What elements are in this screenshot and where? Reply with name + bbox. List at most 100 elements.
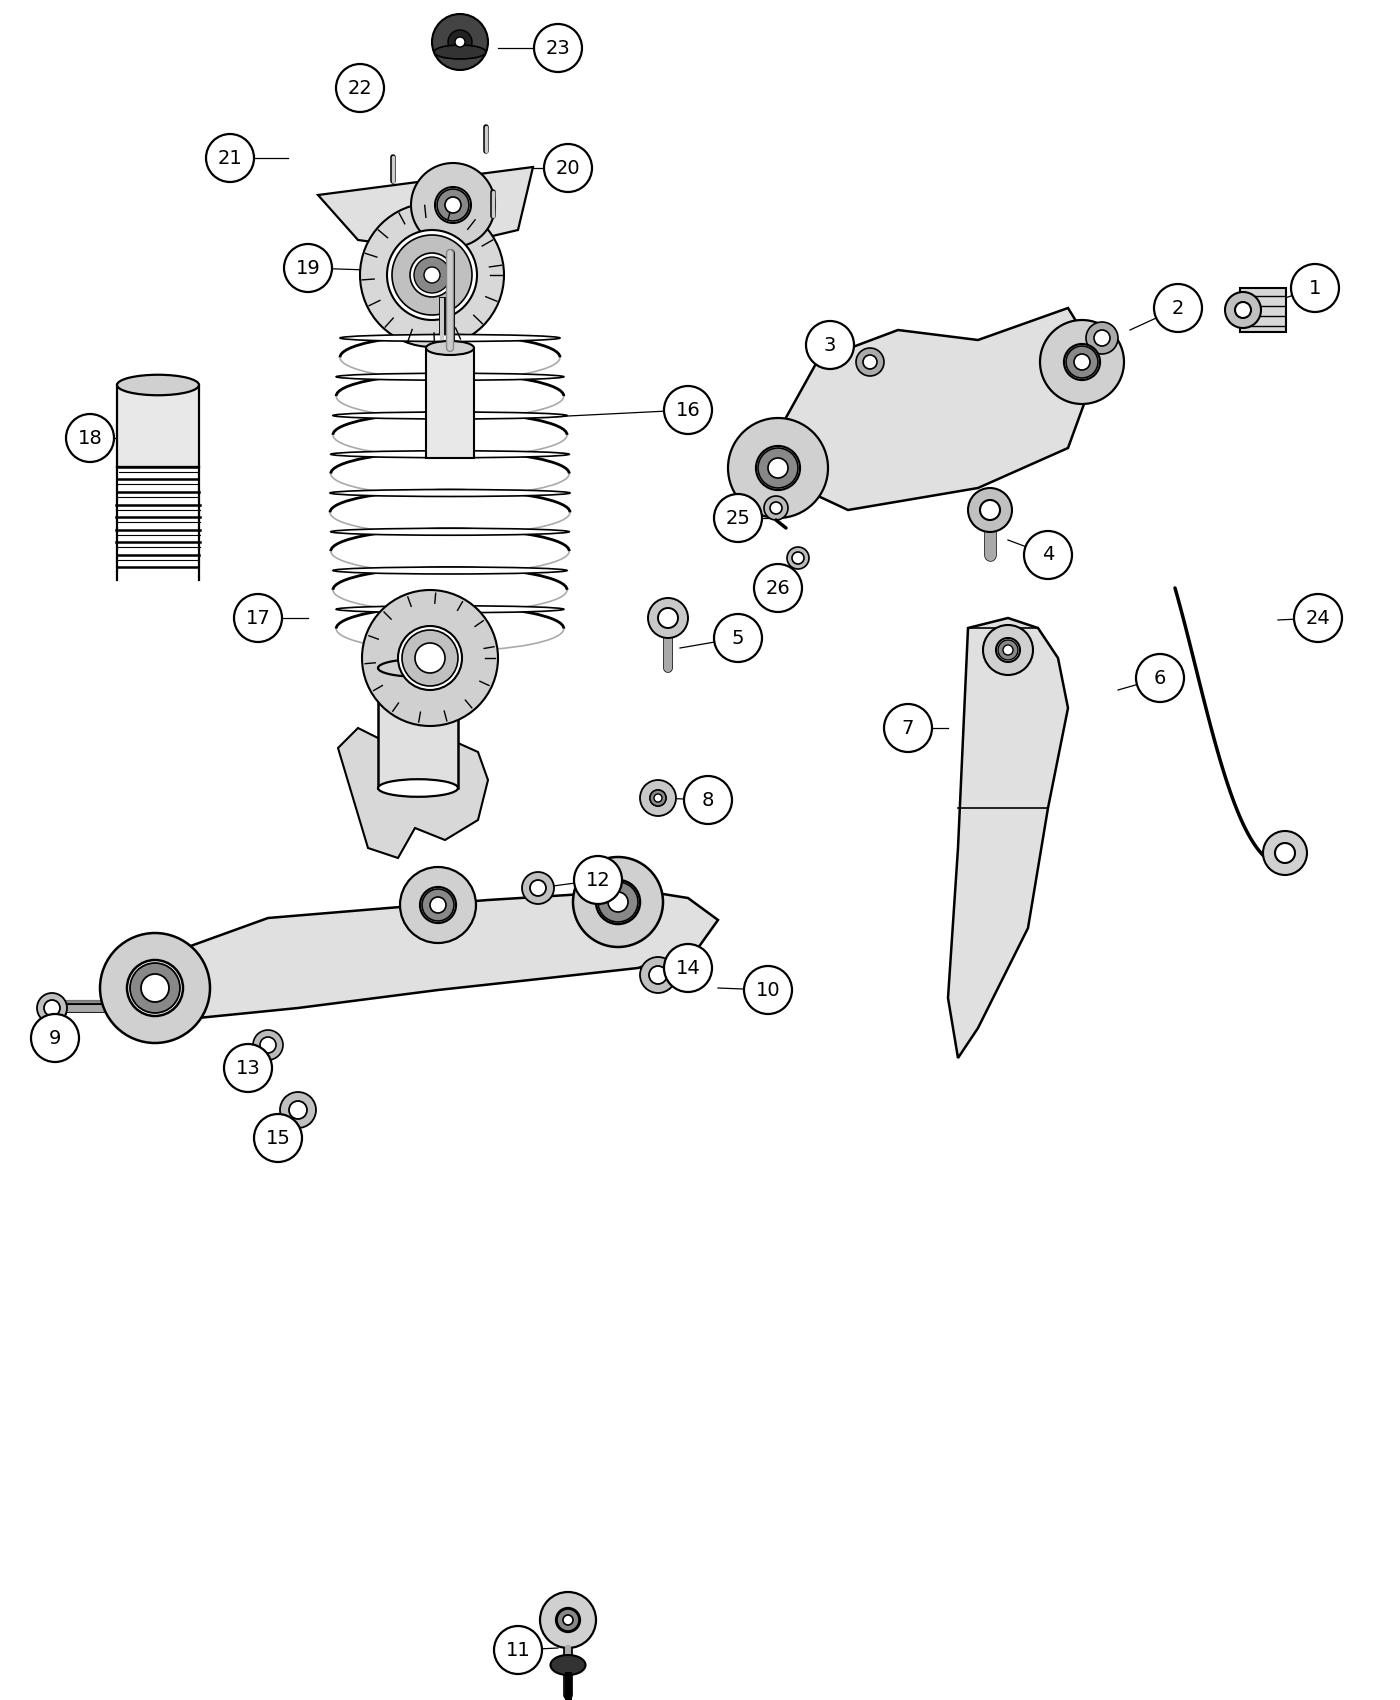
Circle shape: [608, 892, 629, 911]
Text: 14: 14: [676, 959, 700, 978]
Circle shape: [402, 631, 458, 687]
Circle shape: [414, 257, 449, 292]
Circle shape: [757, 449, 798, 488]
Circle shape: [1294, 593, 1343, 643]
Circle shape: [66, 415, 113, 462]
Circle shape: [141, 974, 169, 1001]
Polygon shape: [1240, 287, 1287, 332]
Circle shape: [400, 867, 476, 944]
Polygon shape: [337, 728, 489, 858]
Circle shape: [253, 1030, 283, 1061]
Circle shape: [1291, 264, 1338, 313]
Circle shape: [540, 1591, 596, 1647]
Circle shape: [1065, 347, 1098, 377]
Ellipse shape: [434, 44, 486, 60]
Circle shape: [862, 355, 876, 369]
Circle shape: [650, 790, 666, 806]
Circle shape: [596, 881, 640, 925]
Circle shape: [983, 626, 1033, 675]
Circle shape: [1235, 303, 1252, 318]
Circle shape: [787, 547, 809, 570]
Circle shape: [336, 65, 384, 112]
Circle shape: [1064, 343, 1100, 381]
Circle shape: [234, 593, 281, 643]
Circle shape: [573, 857, 664, 947]
Text: 12: 12: [585, 870, 610, 889]
Ellipse shape: [336, 374, 564, 381]
Circle shape: [437, 189, 469, 221]
Circle shape: [392, 235, 472, 314]
Polygon shape: [948, 619, 1068, 1057]
Text: 18: 18: [77, 428, 102, 447]
Circle shape: [448, 31, 472, 54]
Circle shape: [430, 898, 447, 913]
Ellipse shape: [550, 1656, 585, 1674]
Text: 9: 9: [49, 1028, 62, 1047]
Ellipse shape: [426, 342, 475, 355]
Circle shape: [1093, 330, 1110, 347]
Circle shape: [728, 418, 827, 518]
Circle shape: [522, 872, 554, 904]
Circle shape: [99, 933, 210, 1044]
Text: 21: 21: [217, 148, 242, 168]
Circle shape: [1002, 644, 1014, 654]
Circle shape: [855, 348, 883, 376]
Text: 7: 7: [902, 719, 914, 738]
Circle shape: [640, 780, 676, 816]
Circle shape: [648, 598, 687, 638]
Text: 16: 16: [676, 401, 700, 420]
Circle shape: [598, 882, 638, 921]
Circle shape: [412, 163, 496, 246]
Circle shape: [1023, 530, 1072, 580]
Circle shape: [398, 626, 462, 690]
Text: 26: 26: [766, 578, 791, 597]
Ellipse shape: [118, 374, 199, 396]
Circle shape: [531, 881, 546, 896]
Text: 4: 4: [1042, 546, 1054, 564]
Text: 22: 22: [347, 78, 372, 97]
Circle shape: [31, 1013, 78, 1062]
Circle shape: [455, 37, 465, 48]
Circle shape: [650, 966, 666, 984]
Circle shape: [1040, 320, 1124, 405]
Text: 25: 25: [725, 508, 750, 527]
Circle shape: [1225, 292, 1261, 328]
Circle shape: [967, 488, 1012, 532]
Text: 6: 6: [1154, 668, 1166, 687]
Ellipse shape: [330, 450, 570, 457]
Text: 11: 11: [505, 1640, 531, 1659]
Circle shape: [420, 887, 456, 923]
Circle shape: [421, 889, 454, 921]
Circle shape: [360, 202, 504, 347]
Text: 2: 2: [1172, 299, 1184, 318]
Circle shape: [424, 267, 440, 282]
Circle shape: [288, 1102, 307, 1119]
Polygon shape: [757, 308, 1100, 510]
Circle shape: [1275, 843, 1295, 864]
Text: 17: 17: [245, 609, 270, 627]
Text: 1: 1: [1309, 279, 1322, 298]
Ellipse shape: [333, 411, 567, 418]
Circle shape: [685, 775, 732, 824]
Polygon shape: [318, 167, 533, 250]
Circle shape: [1154, 284, 1203, 332]
Text: 15: 15: [266, 1129, 290, 1148]
Text: 3: 3: [823, 335, 836, 355]
Circle shape: [806, 321, 854, 369]
Circle shape: [743, 966, 792, 1013]
Polygon shape: [127, 891, 718, 1018]
Circle shape: [556, 1608, 580, 1632]
Ellipse shape: [378, 779, 458, 797]
Circle shape: [557, 1608, 580, 1630]
Circle shape: [127, 960, 183, 1017]
Circle shape: [574, 857, 622, 904]
Circle shape: [130, 962, 181, 1013]
Circle shape: [664, 944, 713, 993]
Circle shape: [654, 794, 662, 802]
Circle shape: [980, 500, 1000, 520]
Circle shape: [640, 957, 676, 993]
Circle shape: [998, 639, 1018, 660]
Circle shape: [664, 386, 713, 434]
Polygon shape: [378, 668, 458, 789]
Text: 10: 10: [756, 981, 780, 1000]
